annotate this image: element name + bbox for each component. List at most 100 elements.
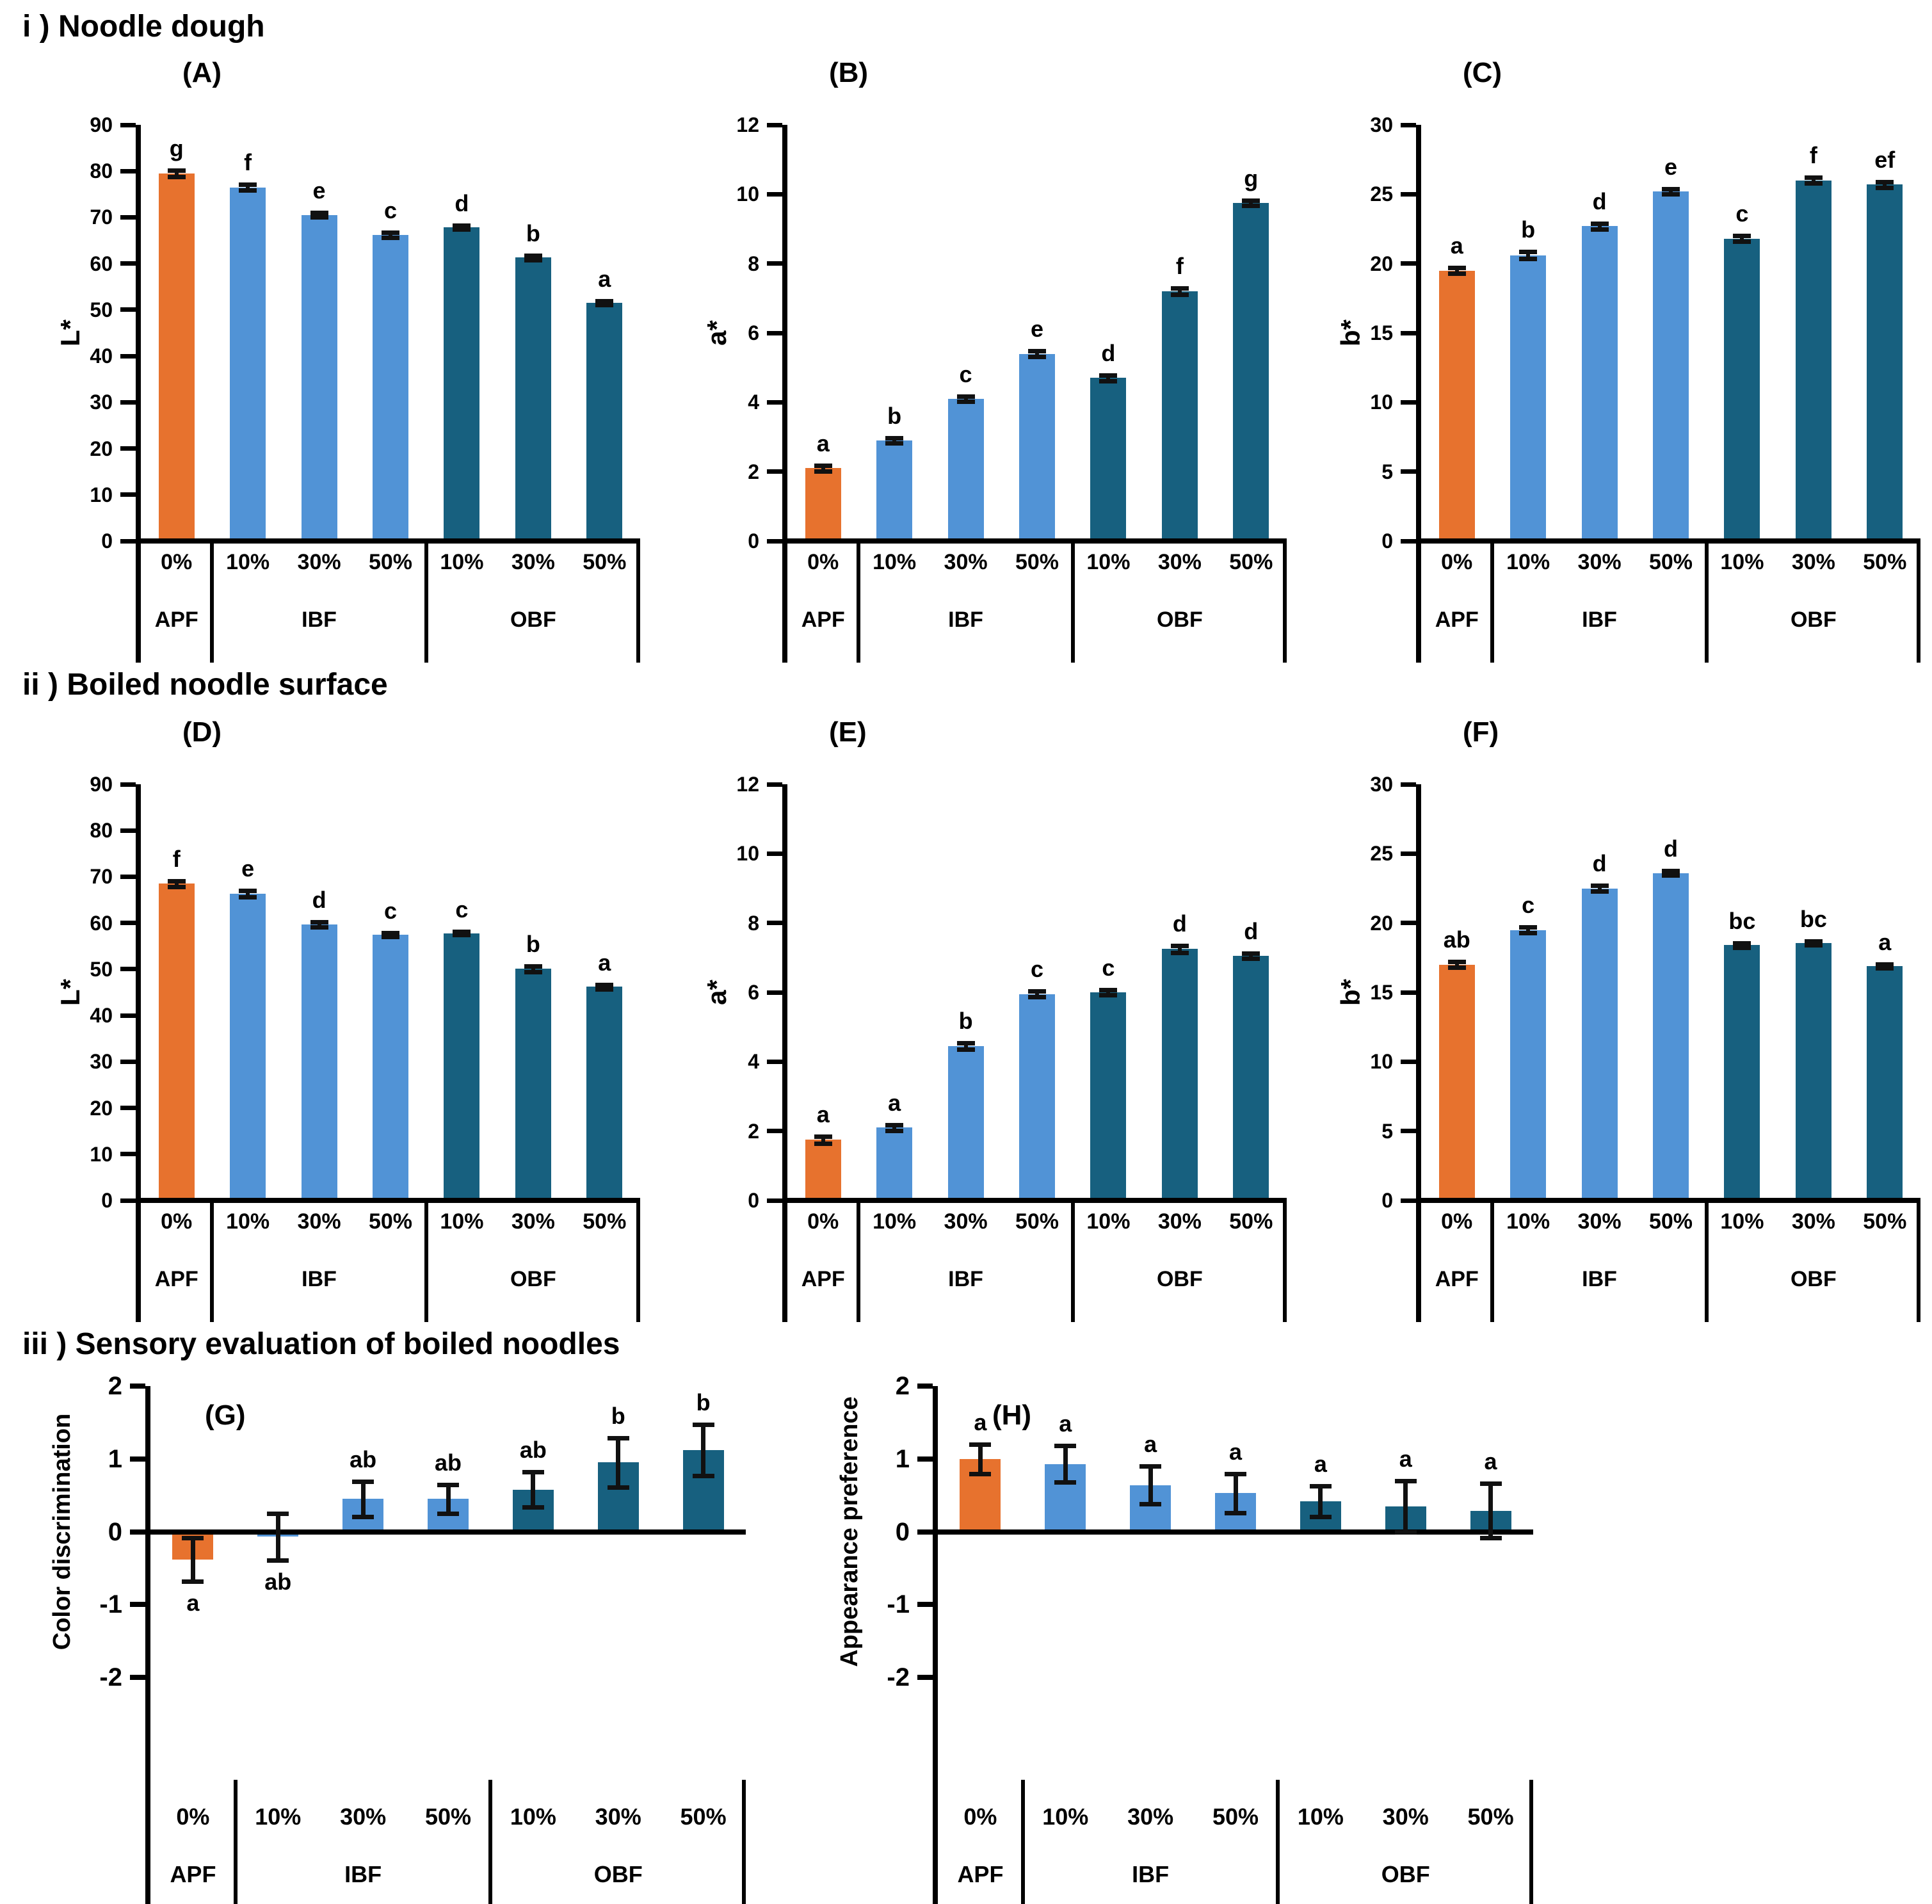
error-bar-cap-top-G-3 [352, 1480, 374, 1484]
x-group-label-C-OBF: OBF [1790, 608, 1837, 632]
error-bar-cap-bottom-H-5 [1309, 1514, 1332, 1519]
x-cat-label-H-2: 10% [1042, 1803, 1089, 1830]
error-bar-cap-top-F-6 [1804, 939, 1823, 944]
y-tick-label-A-50: 50 [90, 298, 113, 321]
error-bar-cap-top-E-2 [885, 1122, 904, 1127]
chart-panel-C: (C) b* 0 5 10 15 20 25 30 a b d e c f ef 0% 10% 30% 50% 10% 3… [1300, 51, 1930, 666]
x-cat-label-B-2: 10% [873, 550, 917, 574]
x-cat-label-E-4: 50% [1015, 1209, 1059, 1234]
x-cat-label-A-1: 0% [161, 550, 193, 574]
error-bar-cap-top-H-6 [1394, 1478, 1417, 1483]
group-separator-B-1 [857, 541, 861, 663]
error-bar-cap-top-E-4 [1028, 989, 1046, 994]
error-bar-cap-top-D-3 [310, 919, 328, 924]
sig-letter-A-2: f [244, 149, 252, 176]
y-tick-label-F-30: 30 [1370, 773, 1393, 796]
y-tick-label-E-12: 12 [736, 773, 759, 796]
sig-letter-H-7: a [1484, 1448, 1497, 1475]
error-bar-line-E-5 [1106, 989, 1111, 996]
y-tick-label-D-0: 0 [101, 1189, 113, 1212]
sig-letter-C-4: e [1664, 153, 1678, 180]
sig-letter-B-2: b [887, 403, 902, 430]
y-axis-line-A [136, 125, 141, 663]
error-bar-cap-top-B-1 [814, 463, 832, 468]
error-bar-cap-bottom-A-7 [595, 302, 614, 307]
error-bar-cap-bottom-C-2 [1519, 257, 1538, 262]
sig-letter-A-7: a [598, 266, 611, 293]
error-bar-line-F-3 [1597, 885, 1602, 891]
bar-F-ibf-10% [1510, 930, 1547, 1200]
error-bar-line-B-7 [1249, 200, 1253, 206]
x-group-label-E-IBF: IBF [948, 1267, 983, 1291]
sig-letter-G-6: b [611, 1402, 625, 1429]
sig-letter-G-7: b [696, 1389, 711, 1416]
panel-letter-B: (B) [829, 57, 869, 88]
error-bar-cap-bottom-B-3 [956, 399, 975, 405]
error-bar-cap-bottom-B-6 [1170, 293, 1189, 298]
y-tick-mark-E-2 [767, 1129, 782, 1134]
bar-B-ibf-10% [876, 440, 913, 541]
error-bar-cap-bottom-C-5 [1733, 239, 1751, 244]
y-tick-mark-A-50 [120, 307, 136, 312]
error-bar-cap-bottom-F-4 [1662, 873, 1680, 878]
panel-letter-A: (A) [182, 57, 222, 88]
y-tick-mark-A-40 [120, 353, 136, 359]
panel-letter-D: (D) [182, 716, 222, 748]
x-cat-label-D-2: 10% [226, 1209, 270, 1234]
error-bar-cap-bottom-G-6 [607, 1485, 629, 1490]
error-bar-cap-bottom-D-3 [310, 925, 328, 930]
error-bar-line-B-1 [821, 465, 825, 471]
error-bar-cap-top-G-5 [522, 1470, 544, 1475]
error-bar-cap-bottom-E-5 [1099, 993, 1118, 998]
y-tick-mark-A-10 [120, 492, 136, 497]
sig-letter-F-1: ab [1443, 926, 1470, 953]
error-bar-cap-top-A-4 [382, 230, 399, 236]
y-tick-mark-E-12 [767, 782, 782, 787]
x-group-label-D-APF: APF [154, 1267, 198, 1291]
error-bar-cap-bottom-D-6 [524, 969, 542, 974]
y-tick-label-B-2: 2 [748, 460, 759, 483]
x-group-label-H-APF: APF [957, 1861, 1004, 1887]
bar-A-ibf-10% [230, 187, 266, 541]
y-axis-line-H [933, 1386, 938, 1904]
error-bar-line-G-4 [446, 1484, 451, 1514]
error-bar-line-F-2 [1526, 927, 1531, 933]
y-tick-label-G-2: 2 [108, 1372, 122, 1400]
y-tick-mark-D-70 [120, 874, 136, 879]
y-tick-mark-D-90 [120, 782, 136, 787]
x-group-label-C-IBF: IBF [1582, 608, 1617, 632]
sig-letter-C-6: f [1809, 142, 1817, 169]
x-axis-labels-A: 0% 10% 30% 50% 10% 30% 50% APF IBF OBF [141, 541, 640, 663]
error-bar-cap-top-C-4 [1662, 186, 1680, 191]
error-bar-cap-bottom-A-3 [310, 215, 328, 220]
y-tick-mark-B-4 [767, 399, 782, 405]
bar-E-obf-10% [1090, 992, 1127, 1200]
x-axis-labels-D: 0% 10% 30% 50% 10% 30% 50% APF IBF OBF [141, 1200, 640, 1322]
error-bar-cap-top-A-7 [595, 299, 614, 304]
sig-letter-H-1: a [974, 1409, 987, 1435]
error-bar-cap-bottom-B-1 [814, 469, 832, 474]
y-axis-line-F [1416, 784, 1421, 1322]
y-tick-label-F-10: 10 [1370, 1050, 1393, 1074]
sig-letter-E-3: b [958, 1007, 973, 1034]
x-cat-label-G-7: 50% [680, 1803, 727, 1830]
error-bar-cap-top-H-5 [1309, 1483, 1332, 1489]
y-tick-label-D-40: 40 [90, 1004, 113, 1028]
x-cat-label-C-7: 50% [1863, 550, 1907, 574]
x-cat-label-B-7: 50% [1229, 550, 1273, 574]
plot-area-F: 0 5 10 15 20 25 30 ab c d d bc bc a [1370, 773, 1920, 1322]
error-bar-line-C-7 [1883, 181, 1887, 188]
y-tick-label-B-0: 0 [748, 529, 759, 553]
error-bar-line-H-6 [1403, 1480, 1408, 1532]
error-bar-cap-bottom-E-4 [1028, 995, 1046, 1000]
bar-E-ibf-30% [947, 1045, 984, 1200]
error-bar-line-E-4 [1035, 991, 1039, 997]
x-cat-label-A-7: 50% [583, 550, 627, 574]
y-tick-label-A-60: 60 [90, 252, 113, 275]
bar-F-obf-30% [1795, 943, 1831, 1200]
x-axis-line-G [145, 1529, 746, 1535]
error-bar-cap-top-E-7 [1242, 951, 1260, 956]
error-bar-cap-top-A-5 [453, 223, 471, 229]
x-group-label-H-IBF: IBF [1132, 1861, 1170, 1887]
y-tick-label-D-70: 70 [90, 865, 113, 889]
